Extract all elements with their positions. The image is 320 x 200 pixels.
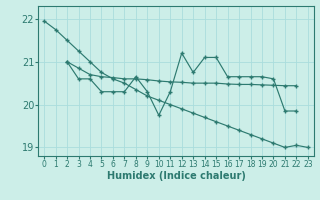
X-axis label: Humidex (Indice chaleur): Humidex (Indice chaleur) (107, 171, 245, 181)
